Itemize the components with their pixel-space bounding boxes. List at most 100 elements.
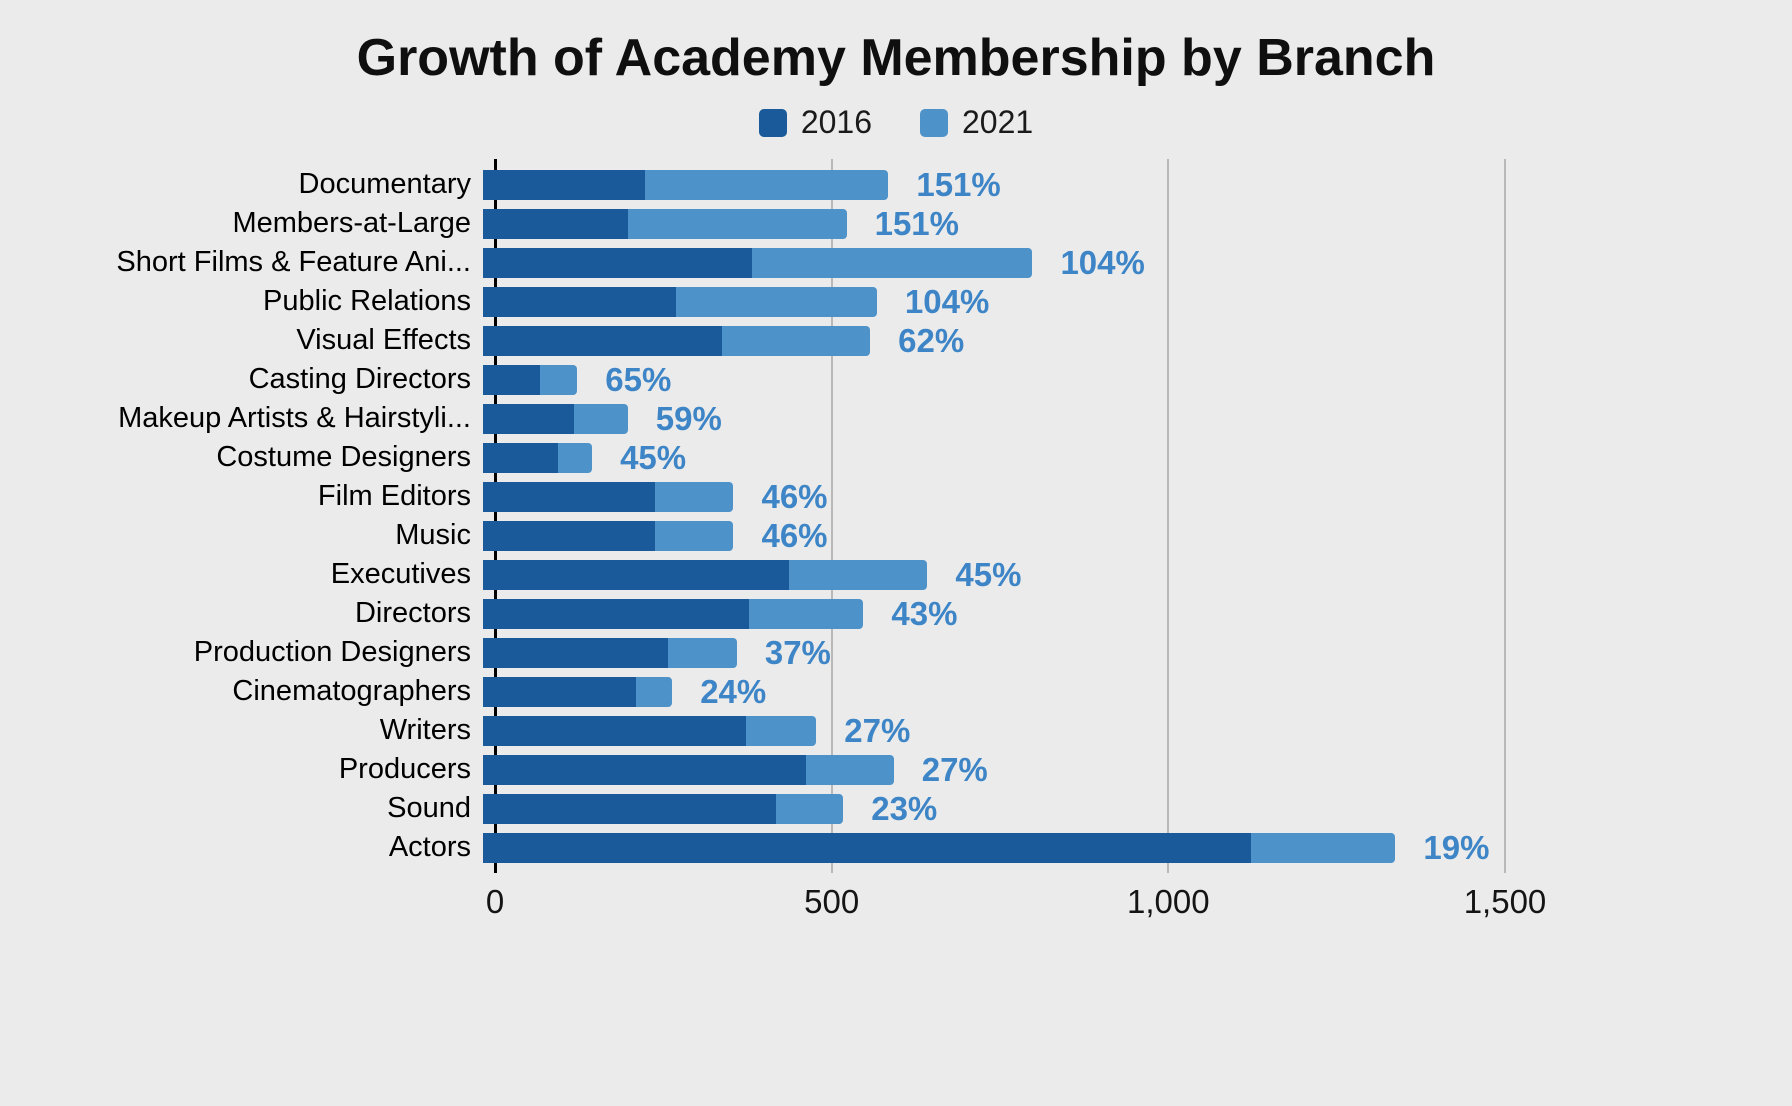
legend-swatch-2016 (758, 108, 787, 137)
growth-label: 46% (761, 477, 828, 515)
chart-rows: Documentary 151% Members-at-Large 151% Short… (0, 165, 1792, 867)
chart-row: Makeup Artists & Hairstyli... 59% (0, 399, 1792, 438)
bar-track: 27% (483, 712, 1792, 749)
category-label: Music (395, 519, 471, 551)
category-label: Visual Effects (296, 324, 471, 356)
category-label: Makeup Artists & Hairstyli... (118, 402, 471, 434)
bar-track: 46% (483, 478, 1792, 515)
bar-track: 23% (483, 790, 1792, 827)
bar-2016 (483, 559, 790, 590)
chart-row: Actors 19% (0, 828, 1792, 867)
growth-label: 19% (1423, 828, 1490, 866)
bar-track: 65% (483, 361, 1792, 398)
bar-track: 24% (483, 673, 1792, 710)
bar-2016 (483, 169, 645, 200)
bar-track: 19% (483, 829, 1792, 866)
x-axis: 0 500 1,000 1,500 (0, 877, 1792, 935)
y-axis-line (494, 159, 497, 873)
chart-row: Documentary 151% (0, 165, 1792, 204)
legend-item-2016: 2016 (758, 104, 872, 141)
growth-label: 45% (620, 438, 687, 476)
gridline (1167, 159, 1170, 873)
chart-row: Writers 27% (0, 711, 1792, 750)
legend: 2016 2021 (0, 104, 1792, 141)
bar-track: 43% (483, 595, 1792, 632)
category-label: Casting Directors (248, 363, 471, 395)
bar-track: 151% (483, 166, 1792, 203)
bar-2016 (483, 442, 559, 473)
category-label: Members-at-Large (232, 207, 471, 239)
legend-label-2021: 2021 (962, 104, 1034, 140)
legend-item-2021: 2021 (920, 104, 1033, 141)
chart-row: Short Films & Feature Ani... 104% (0, 243, 1792, 282)
chart-row: Costume Designers 45% (0, 438, 1792, 477)
chart-row: Members-at-Large 151% (0, 204, 1792, 243)
category-label: Cinematographers (232, 675, 471, 707)
growth-label: 27% (921, 750, 988, 788)
bar-2016 (483, 676, 636, 707)
bar-2016 (483, 832, 1251, 863)
growth-label: 104% (904, 282, 990, 320)
growth-label: 23% (871, 789, 938, 827)
bar-track: 104% (483, 244, 1792, 281)
bar-track: 59% (483, 400, 1792, 437)
gridline (1504, 159, 1506, 873)
bar-chart: Documentary 151% Members-at-Large 151% Short… (0, 159, 1792, 873)
bar-2016 (483, 286, 677, 317)
category-label: Costume Designers (216, 441, 471, 473)
bar-track: 27% (483, 751, 1792, 788)
bar-track: 151% (483, 205, 1792, 242)
category-label: Producers (338, 753, 471, 785)
bar-track: 104% (483, 283, 1792, 320)
category-label: Actors (388, 831, 471, 863)
chart-row: Directors 43% (0, 594, 1792, 633)
bar-2016 (483, 715, 746, 746)
legend-label-2016: 2016 (800, 104, 872, 140)
bar-2016 (483, 247, 753, 278)
category-label: Directors (354, 597, 471, 629)
bar-2016 (483, 637, 669, 668)
legend-swatch-2021 (920, 108, 948, 137)
bar-track: 37% (483, 634, 1792, 671)
category-label: Film Editors (317, 480, 471, 512)
category-label: Executives (330, 558, 471, 590)
growth-label: 37% (764, 633, 831, 671)
growth-label: 151% (916, 165, 1001, 203)
bar-track: 45% (483, 439, 1792, 476)
chart-row: Cinematographers 24% (0, 672, 1792, 711)
chart-row: Music 46% (0, 516, 1792, 555)
bar-2016 (483, 793, 776, 824)
x-tick-label: 1,500 (1463, 883, 1547, 920)
bar-2016 (483, 364, 541, 395)
chart-title: Growth of Academy Membership by Branch (356, 29, 1436, 87)
x-tick-label: 0 (485, 883, 505, 920)
bar-2016 (483, 403, 574, 434)
chart-row: Film Editors 46% (0, 477, 1792, 516)
bar-2016 (483, 598, 749, 629)
bar-track: 62% (483, 322, 1792, 359)
category-label: Short Films & Feature Ani... (116, 246, 471, 278)
growth-label: 65% (605, 360, 672, 398)
x-tick-label: 500 (804, 883, 860, 920)
growth-label: 59% (655, 399, 722, 437)
category-label: Public Relations (263, 285, 471, 317)
category-label: Documentary (298, 168, 471, 200)
chart-row: Producers 27% (0, 750, 1792, 789)
bar-2016 (483, 208, 628, 239)
bar-track: 45% (483, 556, 1792, 593)
gridline (830, 159, 833, 873)
category-label: Writers (379, 714, 471, 746)
chart-row: Visual Effects 62% (0, 321, 1792, 360)
growth-label: 151% (874, 204, 959, 242)
bar-2016 (483, 481, 655, 512)
bar-2016 (483, 754, 807, 785)
chart-row: Executives 45% (0, 555, 1792, 594)
bar-2016 (483, 325, 723, 356)
x-tick-label: 1,000 (1127, 883, 1210, 920)
chart-row: Sound 23% (0, 789, 1792, 828)
growth-label: 104% (1060, 243, 1145, 281)
growth-label: 46% (761, 516, 828, 554)
bar-track: 46% (483, 517, 1792, 554)
category-label: Sound (387, 792, 471, 824)
